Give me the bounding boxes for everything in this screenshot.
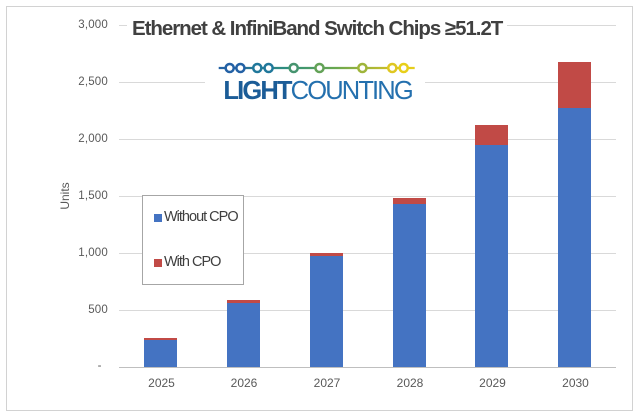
svg-text:LIGHTCOUNTING: LIGHTCOUNTING (223, 77, 411, 103)
